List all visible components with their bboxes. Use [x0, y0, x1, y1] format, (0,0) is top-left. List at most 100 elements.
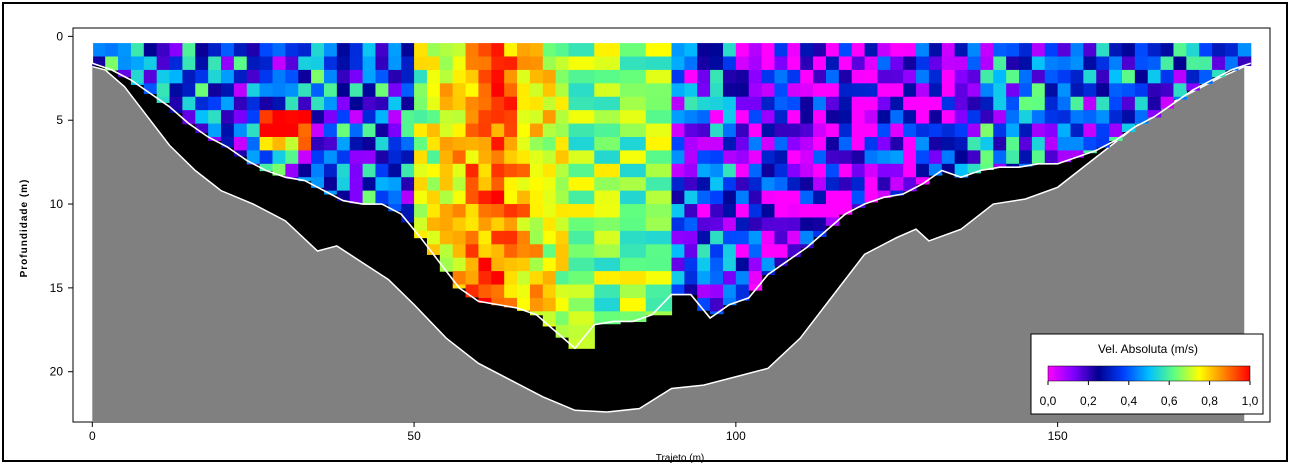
velocity-cell	[568, 257, 595, 272]
velocity-cell	[748, 163, 763, 178]
velocity-cell	[439, 230, 454, 245]
colorbar-ticks: 0,0 0,2 0,4 0,6 0,8 1,0	[1040, 381, 1259, 408]
velocity-cell	[465, 244, 480, 259]
velocity-cell	[517, 136, 531, 151]
velocity-cell	[1199, 69, 1213, 84]
velocity-cell	[800, 244, 814, 249]
velocity-cell	[735, 284, 750, 299]
velocity-cell	[903, 136, 917, 151]
velocity-cell	[414, 163, 428, 178]
colorbar-tick-label: 1,0	[1242, 394, 1259, 408]
velocity-cell	[130, 43, 145, 58]
velocity-cell	[967, 69, 982, 84]
velocity-cell	[761, 230, 776, 245]
velocity-cell	[504, 150, 518, 165]
velocity-cell	[710, 110, 724, 125]
velocity-cell	[517, 190, 531, 205]
velocity-cell	[671, 217, 685, 232]
velocity-cell	[813, 230, 827, 238]
velocity-cell	[1109, 43, 1123, 58]
velocity-cell	[504, 271, 518, 286]
velocity-cell	[426, 69, 441, 84]
velocity-cell	[1083, 69, 1097, 84]
velocity-cell	[542, 284, 557, 299]
velocity-cell	[414, 69, 428, 84]
velocity-cell	[671, 257, 685, 272]
velocity-cell	[1070, 110, 1084, 125]
velocity-cell	[555, 217, 570, 232]
velocity-cell	[722, 257, 737, 272]
velocity-cell	[555, 150, 570, 165]
velocity-cell	[1134, 83, 1149, 98]
velocity-cell	[774, 43, 788, 58]
velocity-cell	[697, 150, 711, 165]
velocity-cell	[465, 83, 480, 98]
velocity-cell	[954, 96, 969, 111]
velocity-cell	[529, 271, 544, 286]
velocity-cell	[735, 123, 750, 138]
velocity-cell	[465, 136, 480, 151]
velocity-cell	[1057, 69, 1072, 84]
velocity-cell	[722, 136, 737, 151]
velocity-cell	[259, 110, 274, 125]
velocity-cell	[620, 136, 647, 151]
velocity-cell	[143, 69, 158, 84]
velocity-cell	[517, 69, 531, 84]
velocity-cell	[555, 204, 570, 219]
velocity-cell	[1134, 96, 1149, 111]
velocity-cell	[864, 177, 879, 192]
velocity-cell	[1121, 96, 1136, 111]
velocity-cell	[928, 83, 943, 98]
velocity-cell	[568, 244, 595, 259]
colorbar-title: Vel. Absoluta (m/s)	[1098, 342, 1198, 356]
velocity-cell	[542, 150, 557, 165]
velocity-cell	[517, 257, 531, 272]
velocity-cell	[375, 177, 389, 192]
velocity-cell	[761, 43, 776, 58]
velocity-cell	[697, 230, 711, 245]
velocity-cell	[1070, 150, 1084, 158]
velocity-cell	[954, 123, 969, 138]
velocity-cell	[246, 96, 261, 111]
velocity-cell	[336, 56, 351, 71]
velocity-cell	[838, 83, 853, 98]
velocity-cell	[401, 96, 415, 111]
velocity-cell	[1173, 43, 1187, 58]
velocity-cell	[684, 204, 698, 219]
velocity-cell	[349, 96, 364, 111]
velocity-cell	[697, 163, 711, 178]
velocity-cell	[529, 136, 544, 151]
velocity-cell	[813, 217, 827, 232]
velocity-cell	[414, 204, 428, 219]
velocity-cell	[594, 56, 621, 71]
velocity-cell	[491, 230, 505, 245]
velocity-cell	[452, 244, 467, 259]
velocity-cell	[388, 56, 402, 71]
velocity-cell	[1019, 123, 1033, 138]
velocity-cell	[542, 43, 557, 58]
velocity-cell	[980, 83, 994, 98]
velocity-cell	[993, 163, 1007, 168]
velocity-cell	[890, 177, 904, 192]
velocity-cell	[414, 83, 428, 98]
velocity-cell	[1070, 83, 1084, 98]
velocity-cell	[787, 69, 801, 84]
velocity-cell	[671, 204, 685, 219]
velocity-cell	[349, 190, 364, 204]
velocity-cell	[504, 43, 518, 58]
velocity-cell	[1019, 69, 1033, 84]
velocity-cell	[478, 217, 492, 232]
velocity-cell	[645, 284, 673, 299]
velocity-cell	[1096, 56, 1110, 71]
velocity-cell	[465, 96, 480, 111]
velocity-cell	[169, 96, 184, 111]
velocity-cell	[954, 163, 969, 178]
velocity-cell	[272, 96, 286, 111]
velocity-cell	[555, 177, 570, 192]
velocity-cell	[645, 163, 673, 178]
velocity-cell	[1147, 69, 1162, 84]
velocity-cell	[928, 96, 943, 111]
velocity-cell	[1006, 123, 1020, 138]
velocity-cell	[748, 244, 763, 259]
velocity-cell	[478, 150, 492, 165]
